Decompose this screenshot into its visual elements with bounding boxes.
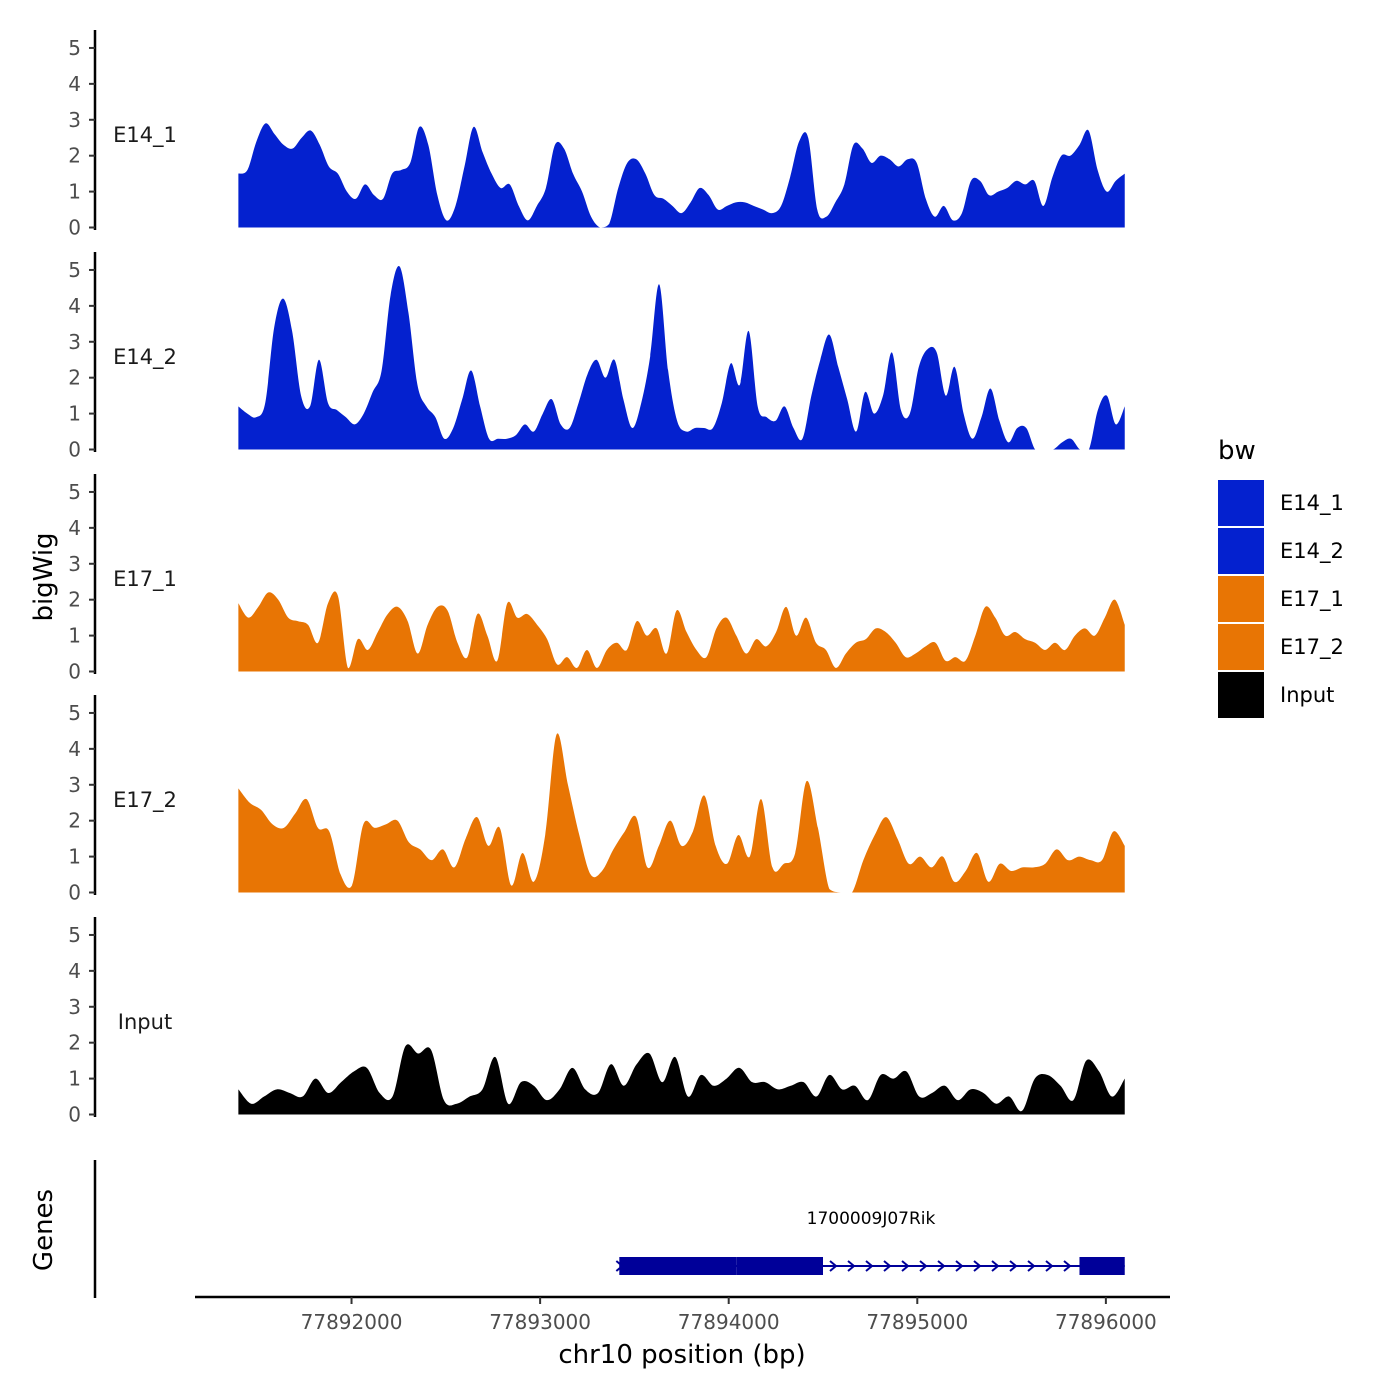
legend-key-E14_1 xyxy=(1218,480,1264,526)
y-tick-label: 4 xyxy=(68,959,81,983)
legend-key-E17_1 xyxy=(1218,576,1264,622)
y-tick-label: 4 xyxy=(68,737,81,761)
x-tick-label: 77896000 xyxy=(1055,1310,1157,1334)
y-tick-label: 2 xyxy=(68,588,81,612)
legend-key-E14_2 xyxy=(1218,528,1264,574)
track-E14_1: 0 1 2 3 4 5 E14_1 xyxy=(68,30,1125,240)
track-label-E14_1: E14_1 xyxy=(113,123,177,148)
gene-exon xyxy=(1079,1257,1125,1275)
strand-arrow-icon xyxy=(847,1260,856,1272)
y-tick-label: 2 xyxy=(68,1031,81,1055)
strand-arrow-icon xyxy=(883,1260,892,1272)
track-label-E17_2: E17_2 xyxy=(113,788,177,813)
y-tick-label: 3 xyxy=(68,995,81,1019)
x-axis: 77892000 77893000 77894000 77895000 77896000 xyxy=(195,1295,1170,1334)
y-tick-label: 4 xyxy=(68,516,81,540)
gene-exon xyxy=(736,1257,823,1275)
y-tick-label: 0 xyxy=(68,216,81,240)
genes-axis-title: Genes xyxy=(29,1189,59,1271)
strand-arrow-icon xyxy=(901,1260,910,1272)
strand-arrow-icon xyxy=(1063,1260,1072,1272)
y-tick-label: 2 xyxy=(68,809,81,833)
signal-area-E17_2 xyxy=(238,733,1125,893)
y-tick-label: 1 xyxy=(68,624,81,648)
y-tick-label: 5 xyxy=(68,36,81,60)
y-tick-label: 3 xyxy=(68,552,81,576)
strand-arrow-icon xyxy=(1045,1260,1054,1272)
legend-label-E17_1: E17_1 xyxy=(1280,587,1344,612)
gene-name-label: 1700009J07Rik xyxy=(807,1209,936,1229)
legend-label-E14_1: E14_1 xyxy=(1280,491,1344,516)
strand-arrow-icon xyxy=(919,1260,928,1272)
legend-label-E17_2: E17_2 xyxy=(1280,635,1344,660)
y-tick-label: 5 xyxy=(68,258,81,282)
y-tick-label: 3 xyxy=(68,773,81,797)
x-axis-title: chr10 position (bp) xyxy=(558,1340,805,1370)
strand-arrow-icon xyxy=(1009,1260,1018,1272)
y-tick-label: 1 xyxy=(68,180,81,204)
strand-arrow-icon xyxy=(991,1260,1000,1272)
legend-key-Input xyxy=(1218,672,1264,718)
strand-arrow-icon xyxy=(973,1260,982,1272)
strand-arrow-icon xyxy=(615,1260,624,1272)
y-tick-label: 0 xyxy=(68,438,81,462)
y-tick-label: 1 xyxy=(68,1067,81,1091)
legend: bw E14_1 E14_2 E17_1 E17_2 Input xyxy=(1218,436,1344,718)
track-label-E17_1: E17_1 xyxy=(113,567,177,592)
signal-area-E17_1 xyxy=(238,591,1125,672)
track-E14_2: 0 1 2 3 4 5 E14_2 xyxy=(68,252,1125,462)
y-tick-label: 3 xyxy=(68,108,81,132)
track-Input: 0 1 2 3 4 5 Input xyxy=(68,917,1125,1127)
y-tick-label: 5 xyxy=(68,701,81,725)
x-tick-label: 77893000 xyxy=(489,1310,591,1334)
strand-arrow-icon xyxy=(829,1260,838,1272)
track-panels: 0 1 2 3 4 5 E14_1 0 1 2 3 4 5 E14_2 0 1 2 3 4 5 E17_1 0 1 2 3 4 5 E… xyxy=(68,30,1125,1127)
y-tick-label: 1 xyxy=(68,845,81,869)
track-label-E14_2: E14_2 xyxy=(113,345,177,370)
legend-label-E14_2: E14_2 xyxy=(1280,539,1344,564)
track-E17_2: 0 1 2 3 4 5 E17_2 xyxy=(68,695,1125,905)
genes-panel: 1700009J07Rik xyxy=(93,1160,1125,1298)
y-tick-label: 2 xyxy=(68,366,81,390)
legend-key-E17_2 xyxy=(1218,624,1264,670)
legend-title: bw xyxy=(1218,436,1256,466)
strand-arrow-icon xyxy=(955,1260,964,1272)
signal-area-E14_1 xyxy=(238,123,1125,228)
strand-arrow-icon xyxy=(937,1260,946,1272)
strand-arrow-icon xyxy=(865,1260,874,1272)
y-tick-label: 4 xyxy=(68,72,81,96)
y-tick-label: 3 xyxy=(68,330,81,354)
y-axis-title: bigWig xyxy=(29,532,59,621)
y-tick-label: 2 xyxy=(68,144,81,168)
track-E17_1: 0 1 2 3 4 5 E17_1 xyxy=(68,474,1125,684)
strand-arrow-icon xyxy=(1027,1260,1036,1272)
y-tick-label: 1 xyxy=(68,402,81,426)
x-tick-label: 77892000 xyxy=(301,1310,403,1334)
signal-area-E14_2 xyxy=(238,265,1125,450)
y-tick-label: 4 xyxy=(68,294,81,318)
track-label-Input: Input xyxy=(118,1010,172,1034)
y-tick-label: 0 xyxy=(68,881,81,905)
y-tick-label: 5 xyxy=(68,923,81,947)
gene-exon xyxy=(619,1257,737,1275)
y-tick-label: 0 xyxy=(68,660,81,684)
x-tick-label: 77894000 xyxy=(678,1310,780,1334)
signal-area-Input xyxy=(238,1044,1125,1115)
x-tick-label: 77895000 xyxy=(866,1310,968,1334)
legend-label-Input: Input xyxy=(1280,683,1334,707)
y-tick-label: 0 xyxy=(68,1103,81,1127)
y-tick-label: 5 xyxy=(68,480,81,504)
